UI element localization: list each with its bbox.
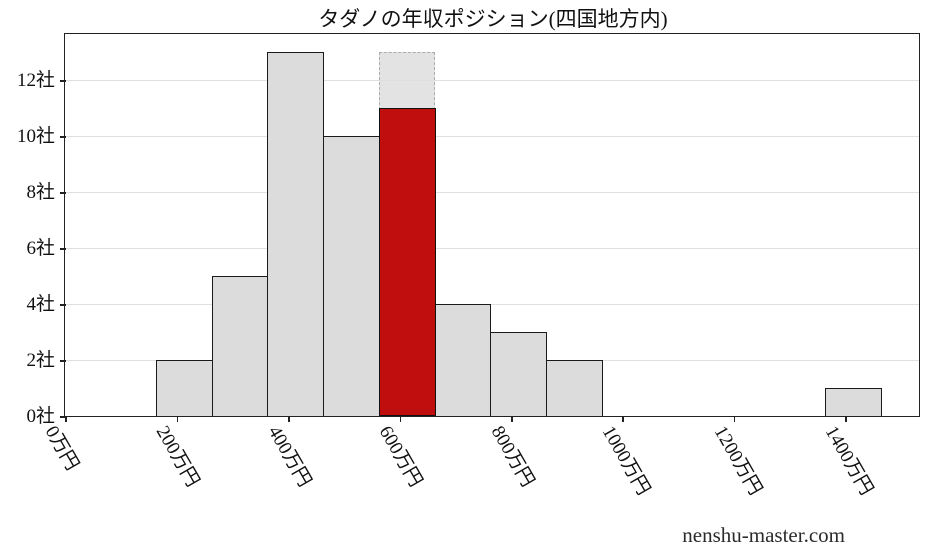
grid-line	[65, 80, 919, 82]
histogram-bar	[267, 52, 325, 416]
y-axis-tick	[59, 192, 66, 194]
y-tick-label: 8社	[26, 181, 55, 203]
x-tick-label: 800万円	[486, 422, 538, 491]
histogram-bar	[323, 136, 381, 416]
x-tick-label: 400万円	[263, 422, 315, 491]
plot-area	[64, 33, 920, 417]
y-axis-tick	[59, 136, 66, 138]
x-axis-tick	[65, 416, 67, 422]
y-axis-tick	[59, 416, 66, 418]
y-axis-tick	[59, 248, 66, 250]
highlight-red-bar	[378, 108, 436, 416]
histogram-bar	[545, 360, 603, 416]
x-tick-label: 1000万円	[597, 422, 655, 499]
y-tick-label: 6社	[26, 237, 55, 259]
x-tick-label: 1400万円	[820, 422, 878, 499]
grid-line	[65, 192, 919, 194]
x-axis-tick	[733, 416, 736, 422]
histogram-bar	[155, 360, 213, 416]
grid-line	[65, 248, 919, 250]
y-tick-label: 10社	[16, 125, 55, 147]
y-axis-tick	[59, 80, 66, 82]
histogram-bar	[824, 388, 882, 416]
x-tick-label: 1200万円	[709, 422, 766, 499]
y-tick-label: 4社	[26, 293, 55, 315]
grid-line	[65, 136, 919, 138]
x-axis-tick	[511, 416, 513, 422]
chart-title: タダノの年収ポジション(四国地方内)	[318, 7, 668, 31]
x-axis-tick	[845, 416, 847, 422]
histogram-bar	[434, 304, 492, 416]
y-tick-label: 0社	[26, 405, 55, 427]
y-axis-tick	[59, 360, 66, 362]
y-tick-label: 2社	[26, 349, 55, 371]
x-tick-label: 600万円	[374, 422, 427, 491]
histogram-bar	[490, 332, 548, 416]
x-axis-tick	[288, 416, 290, 422]
y-axis-tick	[59, 304, 66, 306]
x-tick-label: 200万円	[151, 422, 204, 491]
x-axis-tick	[622, 416, 624, 422]
watermark: nenshu-master.com	[682, 523, 845, 547]
x-tick-label: 0万円	[40, 422, 83, 475]
grid-line	[65, 304, 919, 306]
x-axis-tick	[176, 416, 179, 422]
histogram-bar	[211, 276, 269, 416]
x-axis-tick	[399, 416, 402, 422]
y-tick-label: 12社	[16, 70, 55, 91]
